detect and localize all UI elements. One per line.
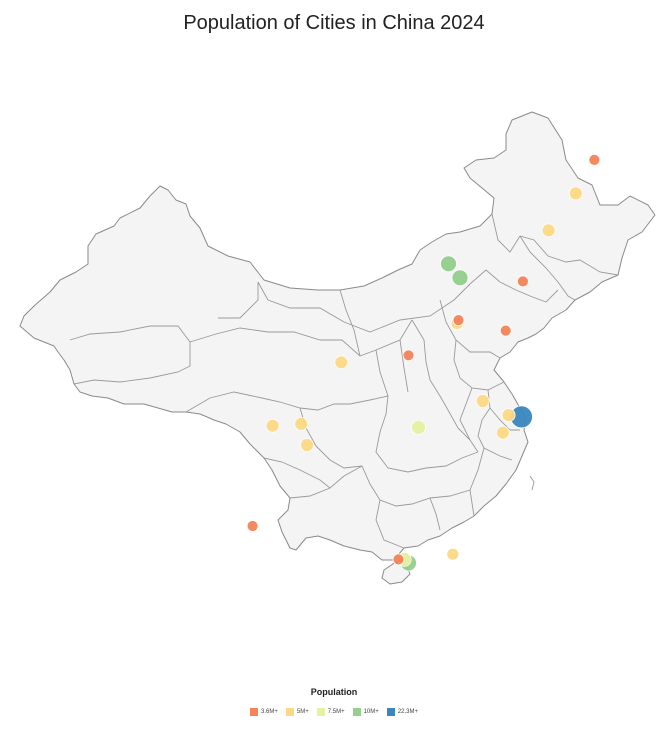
city-bubble[interactable]	[265, 418, 280, 433]
city-bubble[interactable]	[402, 349, 415, 362]
city-bubble[interactable]	[334, 355, 349, 370]
city-bubbles	[246, 153, 601, 572]
city-bubble[interactable]	[499, 324, 512, 337]
legend-swatch	[250, 708, 259, 716]
legend-swatch	[386, 708, 395, 716]
city-bubble[interactable]	[541, 223, 556, 238]
city-bubble[interactable]	[392, 553, 405, 566]
legend-item[interactable]: 10M+	[352, 708, 379, 716]
legend-swatch	[316, 708, 325, 716]
city-bubble[interactable]	[475, 394, 490, 408]
legend: Population 3.6M+ 5M+ 7.5M+ 10M+ 22.3M+	[0, 687, 668, 721]
china-outline	[19, 111, 656, 561]
city-bubble[interactable]	[517, 275, 529, 288]
legend-swatch	[352, 708, 361, 716]
legend-item[interactable]: 7.5M+	[316, 708, 345, 716]
city-bubble[interactable]	[568, 186, 583, 201]
city-bubble[interactable]	[300, 438, 314, 452]
city-bubble[interactable]	[446, 547, 460, 561]
map-title: Population of Cities in China 2024	[183, 12, 485, 34]
legend-label: 7.5M+	[327, 709, 345, 715]
legend-item[interactable]: 3.6M+	[250, 708, 278, 716]
city-bubble[interactable]	[451, 269, 469, 287]
city-bubble[interactable]	[411, 419, 426, 435]
legend-label: 3.6M+	[261, 709, 278, 715]
city-bubble[interactable]	[495, 425, 510, 440]
legend-item[interactable]: 5M+	[285, 708, 309, 716]
legend-items: 3.6M+ 5M+ 7.5M+ 10M+ 22.3M+	[250, 708, 418, 716]
city-bubble[interactable]	[452, 314, 465, 327]
legend-label: 10M+	[363, 709, 379, 715]
legend-swatch	[285, 708, 294, 716]
legend-title: Population	[310, 687, 358, 697]
city-bubble[interactable]	[294, 416, 309, 431]
city-bubble[interactable]	[501, 408, 516, 423]
taiwan-hint	[529, 475, 535, 491]
legend-label: 5M+	[296, 709, 309, 715]
legend-label: 22.3M+	[397, 709, 418, 715]
city-bubble[interactable]	[440, 255, 457, 273]
city-bubble[interactable]	[246, 520, 259, 532]
legend-item[interactable]: 22.3M+	[386, 708, 418, 716]
city-bubble[interactable]	[588, 153, 601, 166]
